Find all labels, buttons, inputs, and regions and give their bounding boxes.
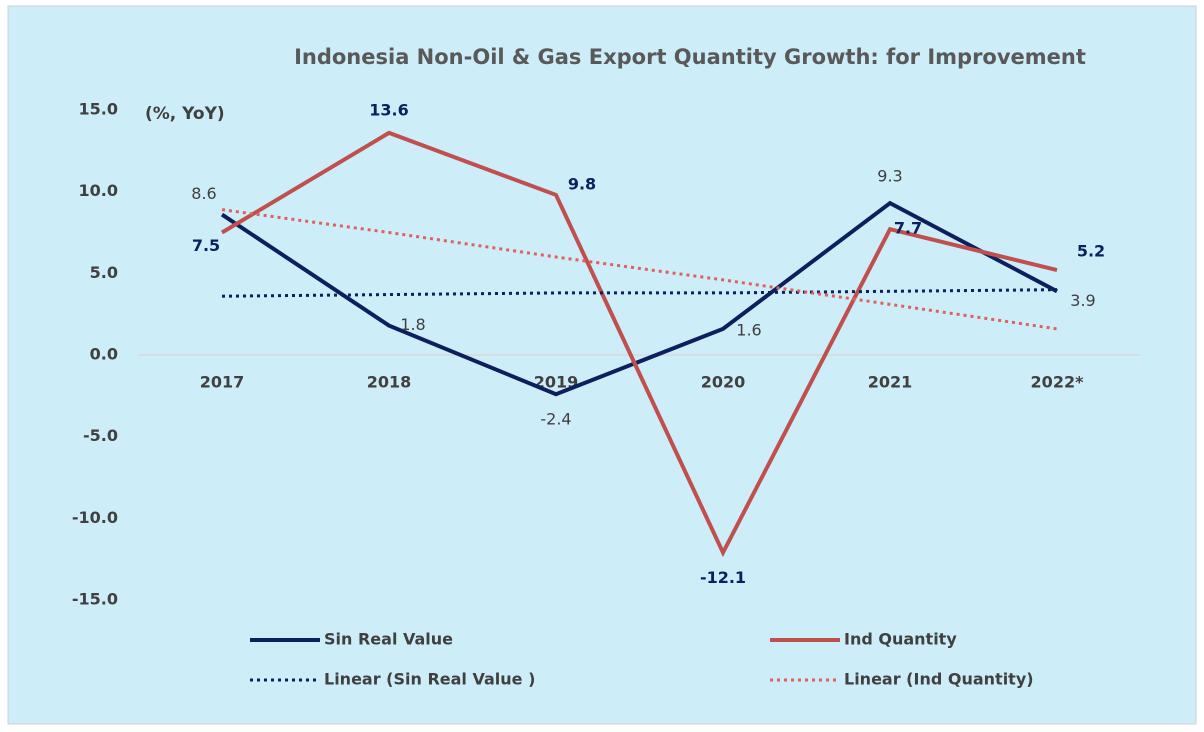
chart-background [7,5,1197,725]
series-line [220,200,1058,397]
y-tick-label: -10.0 [72,508,118,527]
y-tick-label: 15.0 [79,100,118,119]
legend-label: Linear (Sin Real Value ) [324,670,535,689]
data-label: 7.7 [894,219,922,238]
trend-line [221,208,1058,331]
data-label: -12.1 [700,568,746,587]
x-tick-label: 2018 [367,373,412,392]
x-tick-label: 2019 [534,373,579,392]
series-line [220,130,1058,558]
y-tick-label: 10.0 [79,181,118,200]
chart-title: Indonesia Non-Oil & Gas Export Quantity … [294,45,1086,69]
data-label: 1.8 [400,315,425,334]
data-label: 13.6 [369,100,408,119]
data-label: -2.4 [540,410,571,429]
legend-label: Linear (Ind Quantity) [844,670,1034,689]
data-label: 1.6 [736,320,761,339]
x-tick-label: 2022* [1031,373,1085,392]
x-tick-label: 2017 [200,373,245,392]
y-tick-label: -15.0 [72,590,118,609]
y-tick-label: 5.0 [90,263,118,282]
data-label: 9.3 [877,167,902,186]
legend-label: Sin Real Value [324,630,453,649]
legend-label: Ind Quantity [844,630,957,649]
y-tick-label: -5.0 [83,426,118,445]
y-axis-label: (%, YoY) [145,104,225,124]
data-label: 9.8 [568,174,596,193]
data-label: 5.2 [1077,242,1105,261]
trend-line [221,288,1058,298]
x-tick-label: 2020 [701,373,746,392]
y-tick-label: 0.0 [90,345,118,364]
data-label: 3.9 [1070,291,1095,310]
data-label: 7.5 [192,236,220,255]
data-label: 8.6 [191,184,216,203]
x-tick-label: 2021 [868,373,913,392]
